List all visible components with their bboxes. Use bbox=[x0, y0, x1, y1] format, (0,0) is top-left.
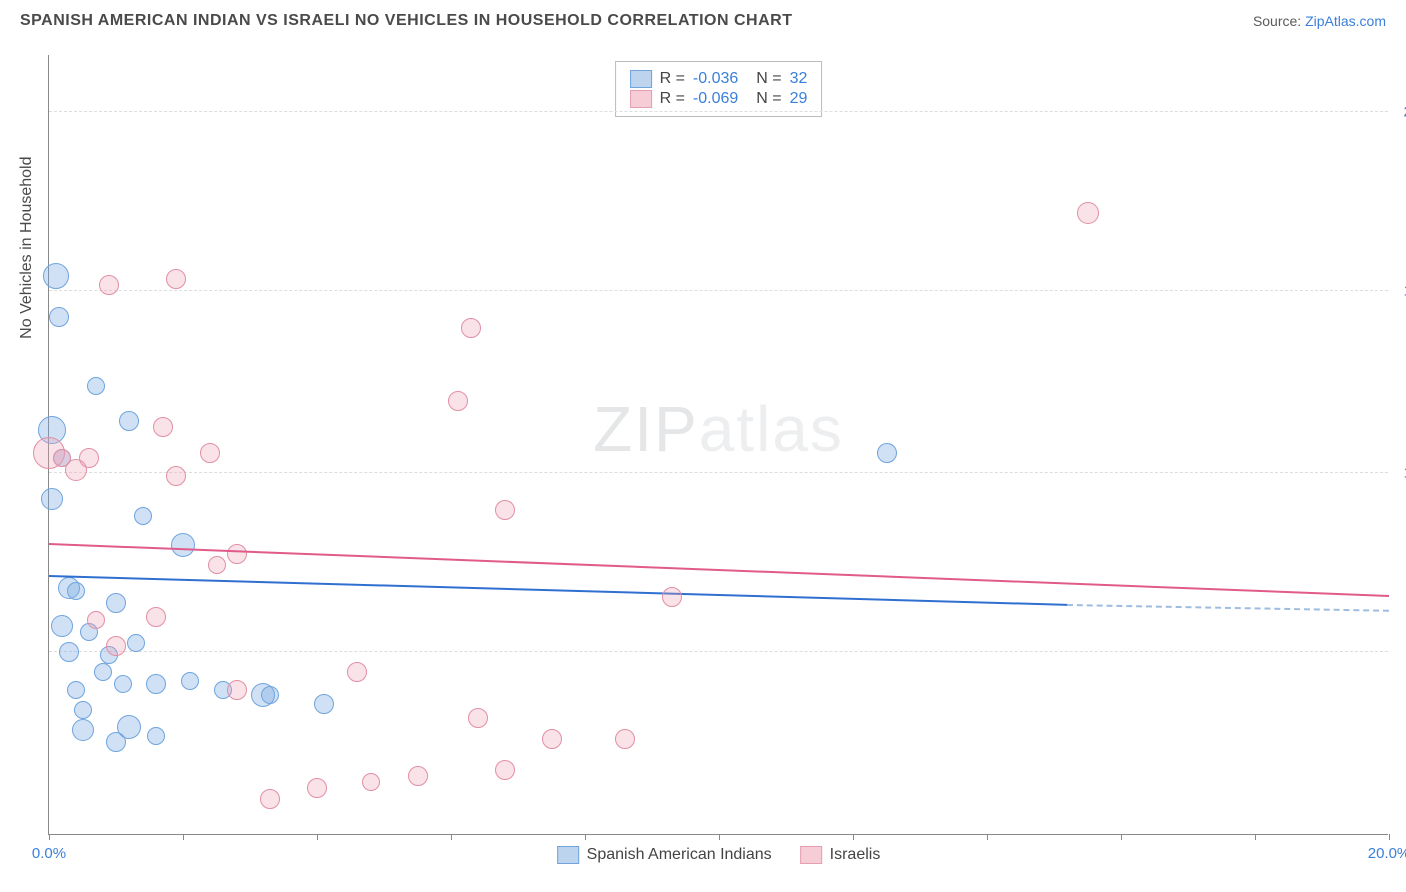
series-swatch bbox=[630, 70, 652, 88]
data-point bbox=[542, 729, 562, 749]
x-tick-mark bbox=[1121, 834, 1122, 840]
data-point bbox=[208, 556, 226, 574]
stats-r-label: R = bbox=[660, 90, 685, 108]
chart-title: SPANISH AMERICAN INDIAN VS ISRAELI NO VE… bbox=[20, 12, 792, 30]
data-point bbox=[114, 675, 132, 693]
scatter-chart: ZIPatlas R =-0.036N =32R =-0.069N =29 Sp… bbox=[48, 55, 1388, 835]
stats-n-label: N = bbox=[756, 70, 781, 88]
data-point bbox=[181, 672, 199, 690]
data-point bbox=[166, 269, 186, 289]
x-tick-mark bbox=[1389, 834, 1390, 840]
x-tick-mark bbox=[719, 834, 720, 840]
series-swatch bbox=[800, 846, 822, 864]
data-point bbox=[43, 263, 69, 289]
stats-n-value: 32 bbox=[790, 70, 808, 88]
data-point bbox=[227, 680, 247, 700]
source-prefix: Source: bbox=[1253, 13, 1305, 29]
data-point bbox=[461, 318, 481, 338]
data-point bbox=[147, 727, 165, 745]
trend-line bbox=[49, 543, 1389, 597]
y-axis-label: No Vehicles in Household bbox=[18, 156, 36, 338]
data-point bbox=[153, 417, 173, 437]
x-tick-mark bbox=[451, 834, 452, 840]
data-point bbox=[119, 411, 139, 431]
correlation-stats-box: R = -0.036 N = 32 R = -0.069 N = 29 bbox=[615, 61, 823, 117]
x-tick-mark bbox=[1255, 834, 1256, 840]
data-point bbox=[67, 582, 85, 600]
data-point bbox=[53, 449, 71, 467]
data-point bbox=[314, 694, 334, 714]
legend-label: Spanish American Indians bbox=[587, 846, 772, 864]
data-point bbox=[49, 307, 69, 327]
data-point bbox=[362, 773, 380, 791]
x-tick-mark bbox=[317, 834, 318, 840]
source-attribution: Source: ZipAtlas.com bbox=[1253, 13, 1386, 29]
data-point bbox=[408, 766, 428, 786]
data-point bbox=[227, 544, 247, 564]
x-tick-mark bbox=[183, 834, 184, 840]
stats-r-label: R = bbox=[660, 70, 685, 88]
data-point bbox=[51, 615, 73, 637]
data-point bbox=[146, 674, 166, 694]
data-point bbox=[171, 533, 195, 557]
x-tick-mark bbox=[853, 834, 854, 840]
legend-item: Spanish American Indians bbox=[557, 846, 772, 864]
series-swatch bbox=[630, 90, 652, 108]
trend-line-extrapolated bbox=[1067, 604, 1389, 612]
data-point bbox=[67, 681, 85, 699]
data-point bbox=[106, 636, 126, 656]
stats-row: R = -0.069 N = 29 bbox=[630, 90, 808, 108]
gridline bbox=[49, 290, 1388, 291]
stats-r-value: -0.069 bbox=[693, 90, 738, 108]
data-point bbox=[200, 443, 220, 463]
stats-n-value: 29 bbox=[790, 90, 808, 108]
data-point bbox=[448, 391, 468, 411]
data-point bbox=[495, 500, 515, 520]
stats-n-label: N = bbox=[756, 90, 781, 108]
data-point bbox=[106, 732, 126, 752]
source-link[interactable]: ZipAtlas.com bbox=[1305, 13, 1386, 29]
data-point bbox=[127, 634, 145, 652]
series-swatch bbox=[557, 846, 579, 864]
x-tick-mark bbox=[987, 834, 988, 840]
data-point bbox=[59, 642, 79, 662]
data-point bbox=[347, 662, 367, 682]
data-point bbox=[94, 663, 112, 681]
stats-row: R = -0.036 N = 32 bbox=[630, 70, 808, 88]
trend-line bbox=[49, 575, 1067, 606]
data-point bbox=[261, 686, 279, 704]
data-point bbox=[99, 275, 119, 295]
legend-label: Israelis bbox=[830, 846, 881, 864]
gridline bbox=[49, 111, 1388, 112]
series-legend: Spanish American Indians Israelis bbox=[557, 846, 881, 864]
watermark: ZIPatlas bbox=[593, 392, 844, 466]
data-point bbox=[146, 607, 166, 627]
watermark-bold: ZIP bbox=[593, 393, 699, 465]
data-point bbox=[72, 719, 94, 741]
data-point bbox=[87, 611, 105, 629]
data-point bbox=[662, 587, 682, 607]
data-point bbox=[615, 729, 635, 749]
x-tick-mark bbox=[49, 834, 50, 840]
data-point bbox=[166, 466, 186, 486]
data-point bbox=[134, 507, 152, 525]
gridline bbox=[49, 651, 1388, 652]
gridline bbox=[49, 472, 1388, 473]
data-point bbox=[74, 701, 92, 719]
data-point bbox=[106, 593, 126, 613]
data-point bbox=[260, 789, 280, 809]
x-tick-label: 20.0% bbox=[1368, 845, 1406, 862]
watermark-thin: atlas bbox=[699, 393, 844, 465]
data-point bbox=[495, 760, 515, 780]
data-point bbox=[41, 488, 63, 510]
x-tick-mark bbox=[585, 834, 586, 840]
x-tick-label: 0.0% bbox=[32, 845, 66, 862]
data-point bbox=[468, 708, 488, 728]
stats-r-value: -0.036 bbox=[693, 70, 738, 88]
legend-item: Israelis bbox=[800, 846, 881, 864]
data-point bbox=[307, 778, 327, 798]
data-point bbox=[87, 377, 105, 395]
data-point bbox=[877, 443, 897, 463]
data-point bbox=[1077, 202, 1099, 224]
